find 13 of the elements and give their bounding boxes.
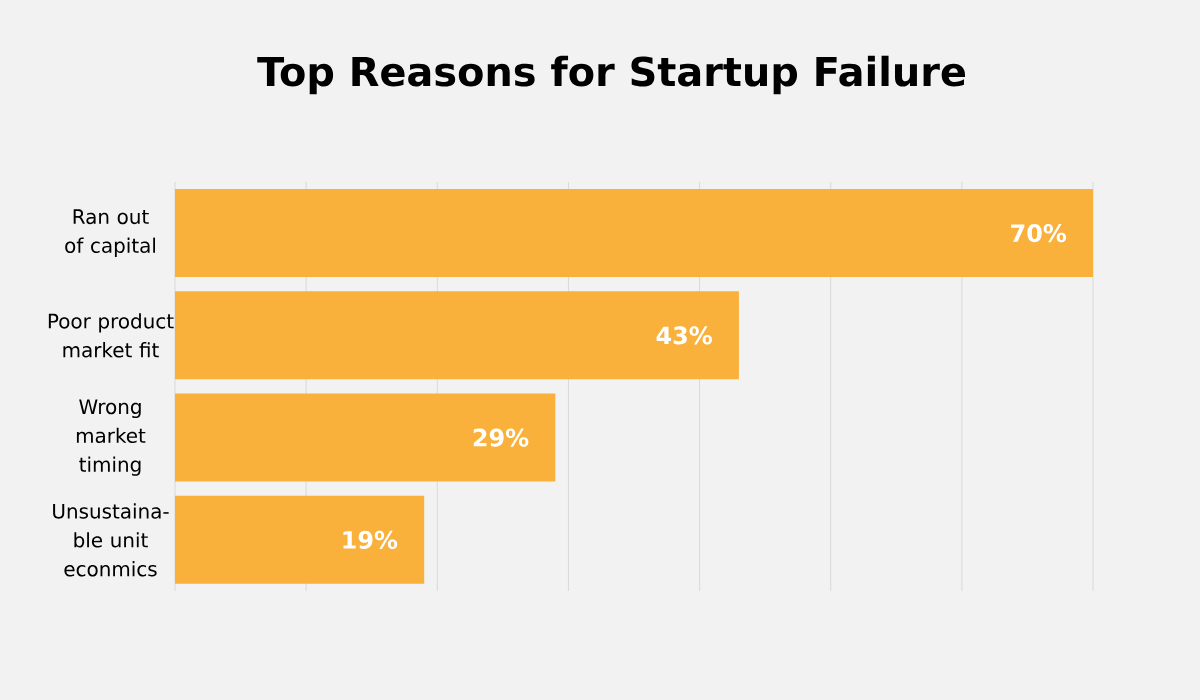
bar (175, 291, 739, 380)
y-tick-label: Poor product market fit (48, 313, 174, 358)
y-tick-label: Unsustaina-ble unit econmics (53, 503, 169, 577)
chart-title: Top Reasons for Startup Failure (257, 55, 966, 95)
y-tick-label: Wrong market timing (76, 399, 146, 476)
bar (175, 189, 1094, 278)
data-label: 19% (343, 530, 398, 549)
bar (175, 393, 556, 482)
y-tick-label: Ran out of capital (65, 209, 156, 257)
data-label: 70% (1011, 224, 1067, 243)
data-label: 29% (473, 428, 529, 447)
data-label: 43% (656, 326, 712, 345)
bar (175, 495, 425, 584)
